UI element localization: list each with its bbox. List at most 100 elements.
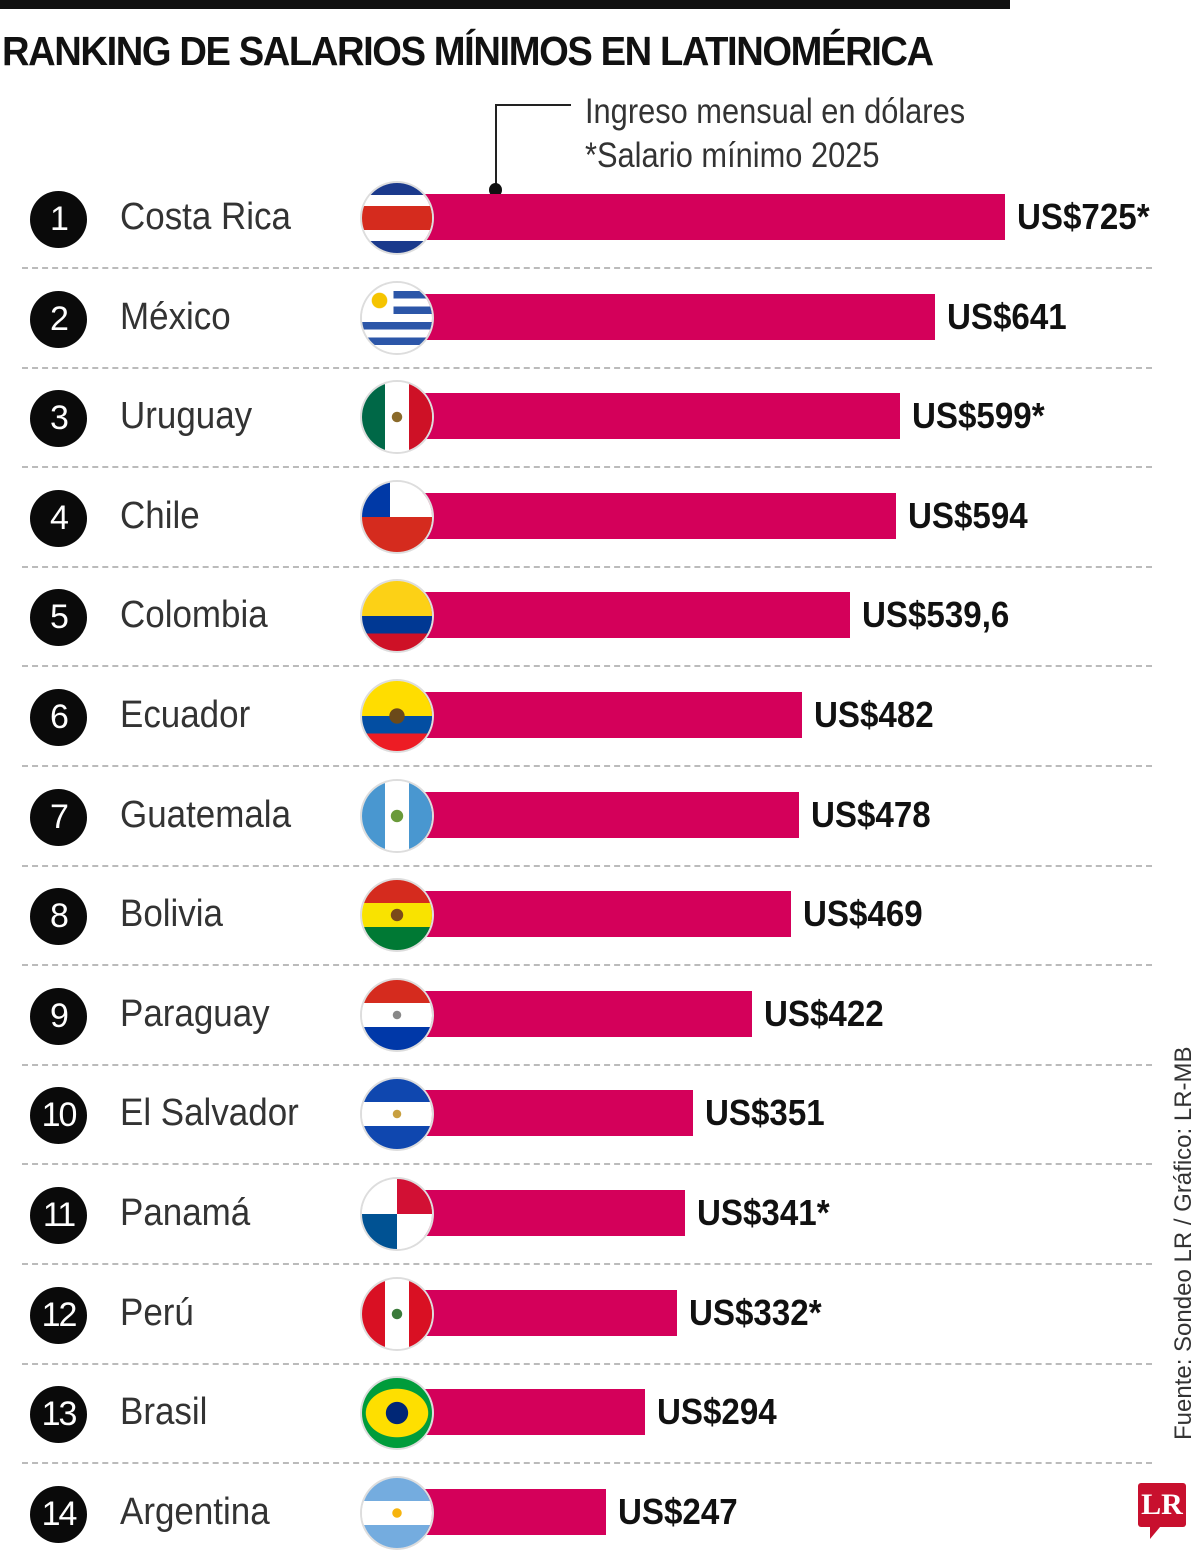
country-label: Ecuador — [120, 694, 251, 736]
bar-row: 10 El Salvador US$351 — [0, 1064, 1160, 1166]
row-divider — [22, 366, 1152, 369]
flag-argentina-icon — [362, 1477, 432, 1548]
rank-badge: 11 — [30, 1187, 87, 1244]
flag-colombia-icon — [362, 581, 432, 652]
row-divider — [22, 1263, 1152, 1265]
flag-guatemala-icon — [362, 780, 432, 851]
bar — [400, 393, 900, 440]
flag-panama-icon — [362, 1179, 432, 1249]
country-label: El Salvador — [120, 1092, 299, 1135]
country-label: Paraguay — [120, 992, 270, 1035]
value-label: US$478 — [810, 793, 931, 835]
row-divider — [22, 1063, 1152, 1066]
bar-row: 13 Brasil US$294 — [0, 1363, 1160, 1465]
bar — [400, 293, 935, 340]
rank-badge: 12 — [30, 1286, 87, 1344]
bar-row: 1 Costa Rica US$725* — [0, 168, 1160, 269]
flag-bolivia-icon — [362, 880, 432, 951]
bar-row: 7 Guatemala US$478 — [0, 766, 1160, 867]
value-label: US$332* — [689, 1291, 822, 1333]
value-label: US$422 — [764, 992, 884, 1034]
legend-leader-line-vertical — [495, 104, 497, 188]
flag-peru-icon — [362, 1278, 432, 1349]
bar-row: 3 Uruguay US$599* — [0, 367, 1160, 469]
flag-uruguay-icon — [362, 282, 432, 353]
bar-row: 8 Bolivia US$469 — [0, 865, 1160, 967]
row-divider — [22, 765, 1152, 767]
country-label: Costa Rica — [120, 196, 291, 238]
row-divider — [22, 665, 1152, 668]
top-rule — [0, 0, 1010, 9]
bar — [400, 1488, 607, 1535]
bar — [400, 1389, 646, 1436]
bar-row: 12 Perú US$332* — [0, 1264, 1160, 1365]
country-label: México — [120, 295, 231, 338]
bar — [400, 1090, 693, 1137]
legend-footnote: *Salario mínimo 2025 — [585, 136, 880, 175]
legend-leader-line — [496, 104, 571, 106]
rank-badge: 6 — [30, 689, 87, 746]
country-label: Colombia — [120, 594, 268, 637]
country-label: Bolivia — [120, 893, 223, 936]
bar — [400, 194, 1005, 240]
country-label: Panamá — [120, 1192, 251, 1234]
country-label: Uruguay — [120, 395, 253, 438]
bar — [400, 1289, 678, 1336]
flag-ecuador-icon — [362, 681, 432, 751]
rank-badge: 8 — [30, 888, 87, 946]
row-divider — [22, 1163, 1152, 1166]
country-label: Guatemala — [120, 793, 292, 836]
rank-badge: 5 — [30, 589, 87, 647]
bar-row: 5 Colombia US$539,6 — [0, 566, 1160, 668]
row-divider — [22, 565, 1152, 568]
rank-badge: 13 — [30, 1386, 87, 1444]
value-label: US$641 — [946, 295, 1067, 337]
chart-title: RANKING DE SALARIOS MÍNIMOS EN LATINOMÉR… — [2, 28, 934, 74]
rank-badge: 7 — [30, 788, 87, 846]
bar — [400, 891, 792, 938]
bar-row: 14 Argentina US$247 — [0, 1463, 1160, 1559]
bar-row: 4 Chile US$594 — [0, 467, 1160, 568]
bar — [400, 592, 851, 639]
country-label: Chile — [120, 494, 200, 537]
row-divider — [22, 267, 1152, 269]
bar — [400, 791, 799, 838]
value-label: US$599* — [911, 395, 1045, 437]
legend-leader-dot — [489, 183, 502, 197]
bar — [400, 1190, 685, 1236]
country-label: Brasil — [120, 1391, 208, 1434]
legend: Ingreso mensual en dólares *Salario míni… — [585, 90, 965, 178]
bar-row: 11 Panamá US$341* — [0, 1164, 1160, 1265]
rank-badge: 2 — [30, 290, 87, 348]
value-label: US$725* — [1017, 196, 1150, 237]
flag-mexico-icon — [362, 382, 432, 453]
bar — [400, 990, 753, 1037]
value-label: US$482 — [814, 694, 934, 735]
value-label: US$539,6 — [862, 594, 1010, 636]
rank-badge: 9 — [30, 987, 87, 1045]
row-divider — [22, 466, 1152, 469]
value-label: US$341* — [696, 1192, 830, 1233]
value-label: US$247 — [618, 1490, 738, 1532]
legend-unit: Ingreso mensual en dólares — [585, 92, 966, 131]
flag-brazil-icon — [362, 1378, 432, 1449]
row-divider — [22, 864, 1152, 867]
bar-row: 2 México US$641 — [0, 268, 1160, 369]
rank-badge: 10 — [30, 1087, 87, 1145]
value-label: US$594 — [907, 494, 1028, 536]
flag-el-salvador-icon — [362, 1079, 432, 1150]
country-label: Argentina — [120, 1490, 270, 1533]
flag-paraguay-icon — [362, 979, 432, 1050]
value-label: US$294 — [657, 1391, 778, 1433]
row-divider — [22, 1362, 1152, 1365]
value-label: US$351 — [704, 1092, 825, 1134]
row-divider — [22, 964, 1152, 967]
bar-row: 9 Paraguay US$422 — [0, 965, 1160, 1066]
bar — [400, 492, 896, 539]
rank-badge: 1 — [30, 191, 87, 248]
bar — [400, 692, 803, 738]
bar-row: 6 Ecuador US$482 — [0, 666, 1160, 767]
flag-chile-icon — [362, 481, 432, 552]
rank-badge: 4 — [30, 489, 87, 547]
